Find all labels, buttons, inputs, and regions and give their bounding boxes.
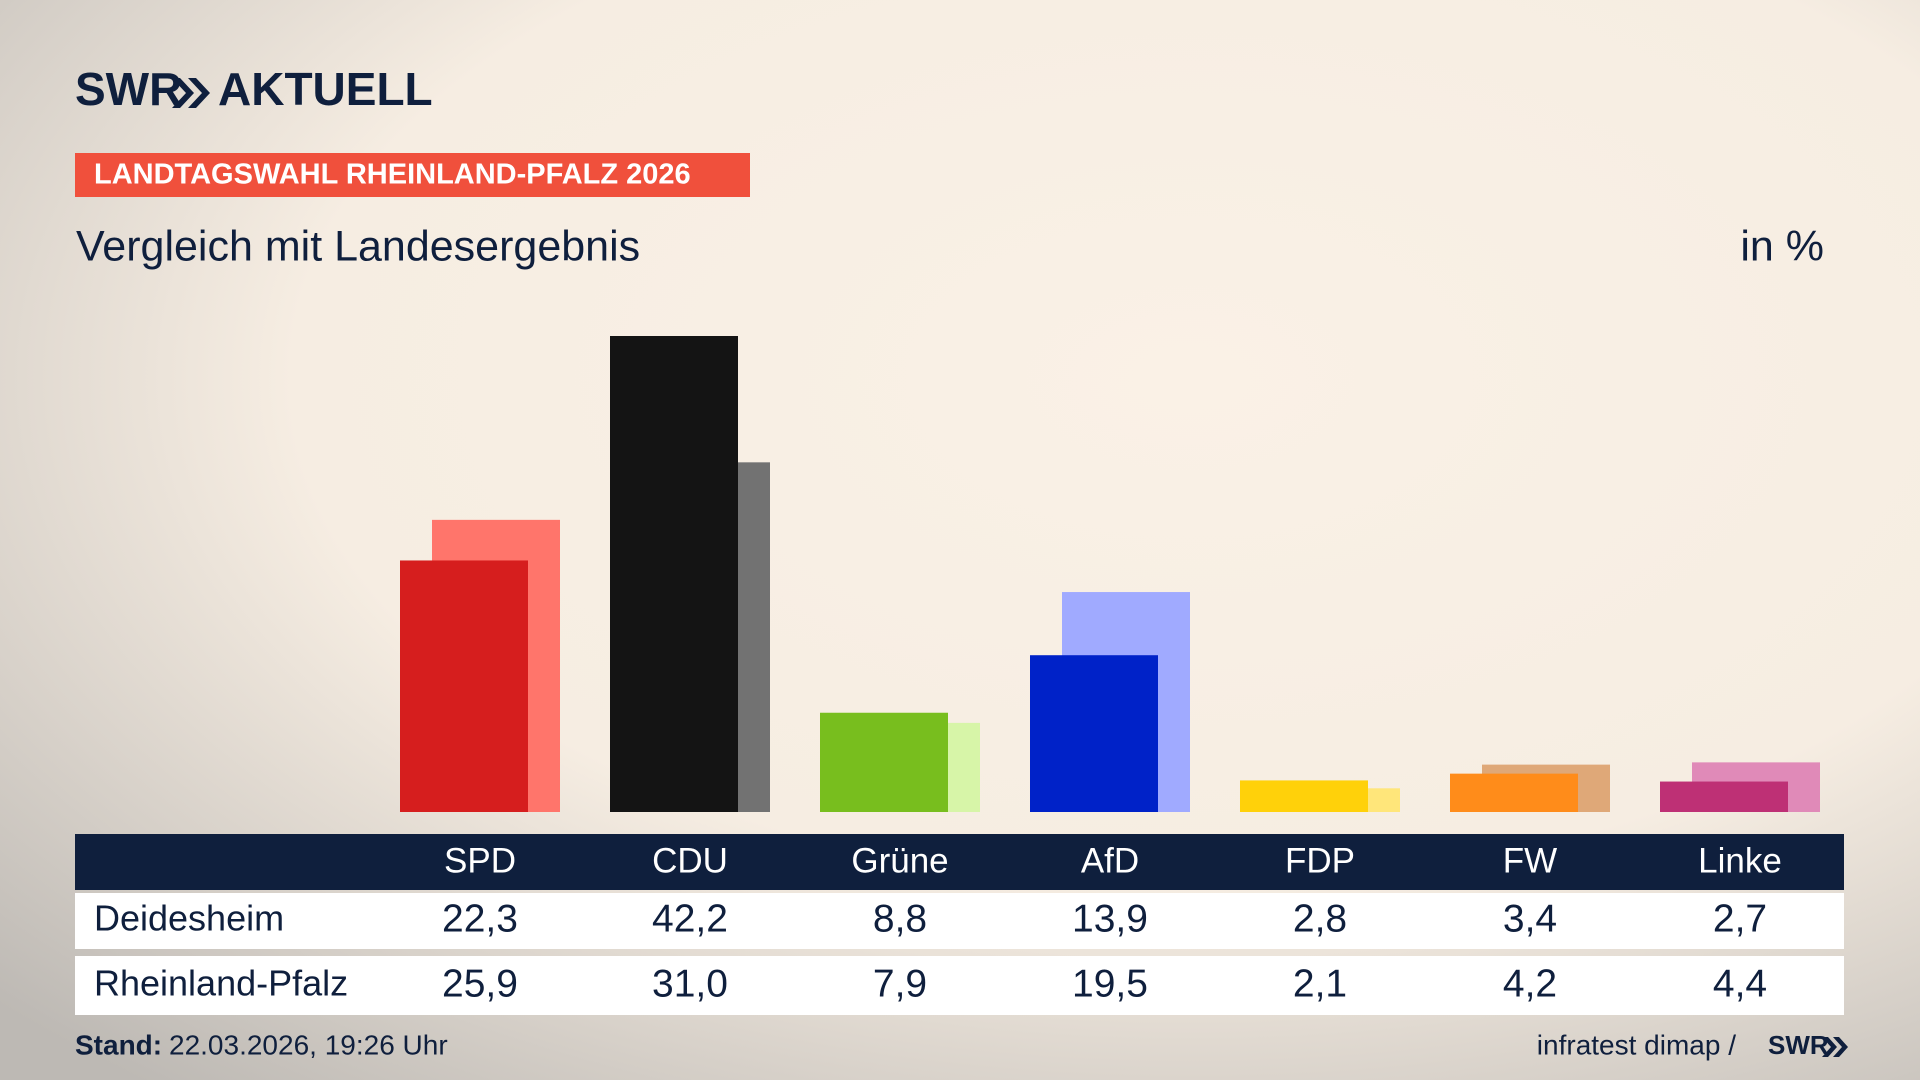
- brand-chevrons: [172, 78, 210, 108]
- bar: [820, 712, 948, 812]
- value-label: 3,4: [1503, 897, 1557, 940]
- source: infratest dimap /: [1537, 1029, 1736, 1060]
- bar: [1660, 781, 1788, 812]
- brand: SWR: [75, 63, 182, 115]
- x-tick-label: Linke: [1698, 841, 1782, 880]
- x-tick-label: FW: [1503, 841, 1557, 880]
- kicker-box: [75, 153, 750, 197]
- value-label: 22,3: [442, 897, 518, 940]
- legend-label: Rheinland-Pfalz: [94, 963, 348, 1004]
- value-label: 2,1: [1293, 962, 1347, 1005]
- table-row: [75, 956, 1844, 1015]
- stand-label: Stand:: [75, 1029, 162, 1060]
- bar: [610, 336, 738, 812]
- value-label: 7,9: [873, 962, 927, 1005]
- table-row: [75, 893, 1844, 949]
- value-label: 19,5: [1072, 962, 1148, 1005]
- value-label: 4,4: [1713, 962, 1767, 1005]
- chart-title: Vergleich mit Landesergebnis: [76, 222, 640, 270]
- legend-label: Deidesheim: [94, 898, 284, 939]
- brand-suffix: AKTUELL: [218, 63, 433, 115]
- value-label: 2,8: [1293, 897, 1347, 940]
- source-chevrons: [1822, 1037, 1848, 1057]
- source-logo: SWR: [1768, 1030, 1829, 1060]
- value-label: 13,9: [1072, 897, 1148, 940]
- unit-label: in %: [1740, 222, 1824, 270]
- x-tick-label: FDP: [1285, 841, 1355, 880]
- x-tick-label: CDU: [652, 841, 728, 880]
- table-header: [75, 834, 1844, 890]
- stand: 22.03.2026, 19:26 Uhr: [169, 1029, 448, 1060]
- x-tick-label: SPD: [444, 841, 516, 880]
- kicker: LANDTAGSWAHL RHEINLAND-PFALZ 2026: [94, 159, 691, 191]
- value-label: 8,8: [873, 897, 927, 940]
- x-tick-label: Grüne: [851, 841, 948, 880]
- bar: [1450, 773, 1578, 812]
- value-label: 42,2: [652, 897, 728, 940]
- value-label: 2,7: [1713, 897, 1767, 940]
- value-label: 31,0: [652, 962, 728, 1005]
- x-tick-label: AfD: [1081, 841, 1139, 880]
- bar: [1030, 655, 1158, 812]
- bar: [1240, 780, 1368, 812]
- value-label: 25,9: [442, 962, 518, 1005]
- bar: [400, 560, 528, 812]
- value-label: 4,2: [1503, 962, 1557, 1005]
